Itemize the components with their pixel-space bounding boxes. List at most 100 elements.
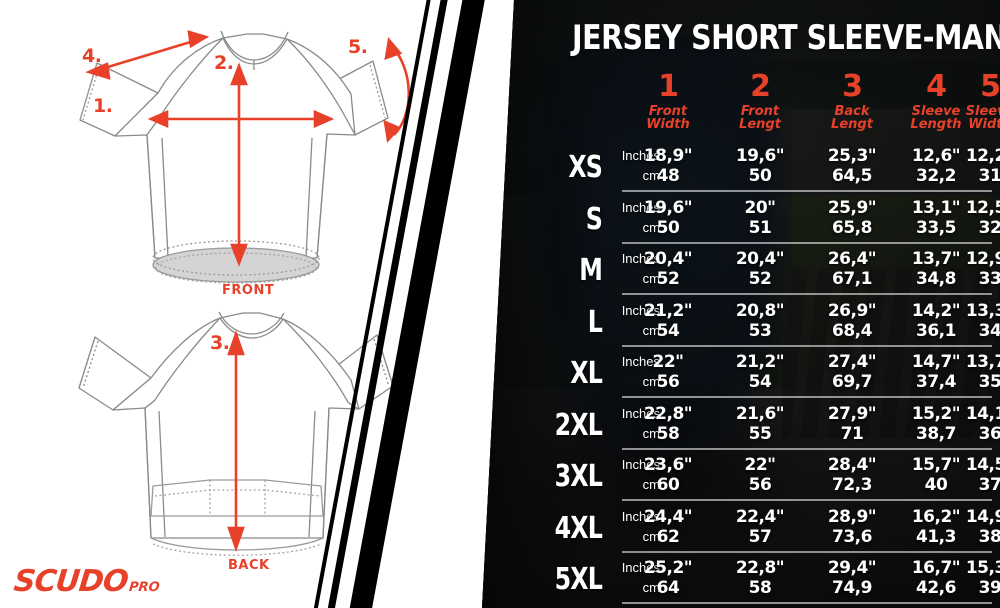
cell-cm: 58 <box>656 423 680 444</box>
cell-inches: 25,9" <box>827 197 877 218</box>
unit-cm: cm <box>642 271 660 286</box>
unit-inches: Inches <box>621 560 660 575</box>
column-label-1: Front Width <box>646 104 690 132</box>
row-separator <box>622 550 992 553</box>
cell-cm: 71 <box>840 423 864 444</box>
cell-inches: 21,6" <box>735 403 785 424</box>
size-label-3XL: 3XL <box>554 459 603 494</box>
cell-inches: 15,7" <box>911 455 961 475</box>
cell-cm: 73,6 <box>832 526 872 547</box>
unit-cm: cm <box>642 219 660 235</box>
cell-cm: 52 <box>656 269 680 289</box>
cell-inches: 20" <box>744 197 776 218</box>
cell-cm: 50 <box>656 217 680 238</box>
unit-inches: Inches <box>621 457 660 472</box>
cell-inches: 13,3" <box>965 300 1000 321</box>
cell-inches: 15,3" <box>965 558 1000 578</box>
cell-inches: 20,4" <box>735 249 785 269</box>
column-number-4: 4 <box>926 69 947 104</box>
unit-inches: Inches <box>621 199 660 215</box>
unit-inches: Inches <box>621 302 660 318</box>
cell-cm: 34 <box>978 320 1000 341</box>
cell-cm: 31 <box>978 166 1000 186</box>
unit-inches: Inches <box>621 148 660 163</box>
column-label-4: Sleeve Length <box>910 104 962 132</box>
cell-cm: 35 <box>978 372 1000 392</box>
back-view-label: BACK <box>228 558 270 573</box>
cell-inches: 12,9" <box>965 249 1000 269</box>
cell-cm: 65,8 <box>832 217 872 238</box>
unit-inches: Inches <box>621 354 660 369</box>
cell-cm: 32,2 <box>916 166 956 186</box>
photo-side-overlay <box>482 0 1000 608</box>
cell-cm: 62 <box>656 526 680 547</box>
cell-cm: 32 <box>978 217 1000 238</box>
cell-cm: 68,4 <box>832 320 872 341</box>
cell-inches: 19,6" <box>735 146 785 166</box>
unit-cm: cm <box>642 477 660 492</box>
column-header-3: 3 Back Lengt <box>806 72 898 132</box>
measure-label-3: 3. <box>210 332 230 354</box>
cell-inches: 27,4" <box>827 352 877 372</box>
brand-logo: SCUDO PRO <box>12 563 161 599</box>
cell-cm: 51 <box>748 217 772 238</box>
cell-inches: 22,8" <box>643 403 693 424</box>
brand-name: SCUDO <box>12 564 130 599</box>
unit-cm: cm <box>642 322 660 338</box>
size-label-2XL: 2XL <box>554 407 603 443</box>
size-label-5XL: 5XL <box>554 562 603 597</box>
cell-inches: 25,3" <box>827 146 877 166</box>
cell-cm: 38 <box>978 526 1000 547</box>
unit-cm: cm <box>642 168 660 183</box>
cell-cm: 74,9 <box>832 578 872 598</box>
column-label-3: Back Lengt <box>831 104 873 132</box>
cell-cm: 67,1 <box>832 269 872 289</box>
cell-inches: 19,6" <box>643 197 693 218</box>
cell-cm: 37 <box>978 475 1000 495</box>
cell-inches: 28,9" <box>827 506 877 527</box>
cell-inches: 13,7" <box>911 249 961 269</box>
cell-inches: 21,2" <box>735 352 785 372</box>
cell-inches: 12,2" <box>965 146 1000 166</box>
cell-inches: 23,6" <box>643 455 693 475</box>
size-label-M: M <box>579 253 603 288</box>
cell-inches: 27,9" <box>827 403 877 424</box>
measure-label-5: 5. <box>348 36 368 58</box>
cell-inches: 22,4" <box>735 506 785 527</box>
cell-inches: 15,2" <box>911 403 961 424</box>
cell-cm: 64,5 <box>832 166 872 186</box>
cell-inches: 12,5" <box>965 197 1000 218</box>
cell-inches: 26,4" <box>827 249 877 269</box>
cell-cm: 37,4 <box>916 372 956 392</box>
cell-cm: 53 <box>748 320 772 341</box>
unit-cm: cm <box>642 528 660 544</box>
table-row: XS Inches cm 18,9" 19,6" 25,3" 12,6"12,2" 48 50 6… <box>482 143 1000 192</box>
size-table-panel: JERSEY SHORT SLEEVE-MAN 1 Front Width 2 Fron… <box>482 0 1000 608</box>
row-separator <box>622 293 992 295</box>
cell-inches: 22" <box>652 352 684 372</box>
cell-inches: 29,4" <box>827 558 877 578</box>
table-row: M Inches cm 20,4" 20,4" 26,4" 13,7"12,9" 52 52 67… <box>482 246 1000 295</box>
column-label-5: SleeveWidth <box>965 104 1000 132</box>
row-separator <box>622 602 992 604</box>
row-separator <box>622 499 992 501</box>
cell-inches: 14,5" <box>965 455 1000 475</box>
cell-inches: 26,9" <box>827 300 877 321</box>
cell-inches: 24,4" <box>643 506 693 527</box>
cell-inches: 13,1" <box>911 197 961 218</box>
cell-cm: 52 <box>748 269 772 289</box>
cell-inches: 14,2" <box>911 300 961 321</box>
cell-inches: 13,7" <box>965 352 1000 372</box>
row-separator <box>622 447 992 450</box>
size-label-S: S <box>585 201 603 237</box>
cell-inches: 25,2" <box>643 558 693 578</box>
table-row: 5XL Inches cm 25,2" 22,8" 29,4" 16,7"15,3" 64 58… <box>482 555 1000 604</box>
cell-inches: 14,1" <box>965 403 1000 424</box>
size-label-4XL: 4XL <box>554 510 603 546</box>
cell-cm: 54 <box>748 372 772 392</box>
cell-cm: 64 <box>656 578 680 598</box>
cell-cm: 50 <box>748 166 772 186</box>
